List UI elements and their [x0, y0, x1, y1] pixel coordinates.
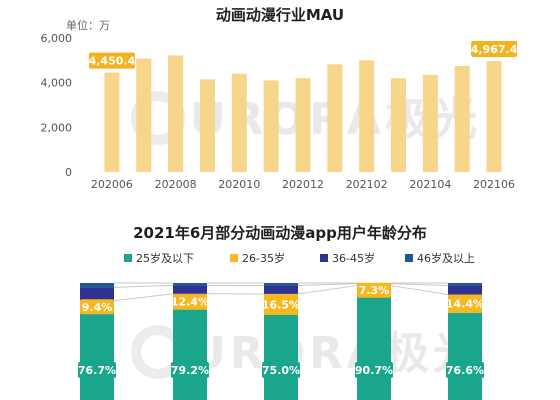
- legend-swatch: [124, 254, 132, 262]
- mau-bar-202102: [359, 60, 375, 173]
- x-tick-label: 202008: [155, 178, 197, 191]
- age-label-text: 76.7%: [78, 364, 116, 377]
- mau-bar-202011: [263, 80, 279, 172]
- age-bar-segment-2-1: [173, 309, 207, 400]
- age-label-box: [173, 294, 207, 310]
- chart2-title: 2021年6月部分动画动漫app用户年龄分布: [133, 224, 427, 242]
- age-label-text: 14.4%: [446, 298, 484, 311]
- age-label-box: [448, 296, 482, 312]
- legend-item: 36-45岁: [332, 251, 375, 265]
- age-bar-segment-4-1: [357, 294, 391, 400]
- connector-line: [297, 283, 358, 287]
- mau-bar-202106: [486, 61, 502, 172]
- age-label-26-35: 16.5%: [262, 296, 300, 312]
- data-label-box: [471, 41, 518, 58]
- legend-item: 25岁及以下: [136, 251, 194, 265]
- age-label-26-35: 14.4%: [446, 296, 484, 312]
- age-distribution-chart: 2021年6月部分动画动漫app用户年龄分布 25岁及以下 26-35岁 36-45…: [78, 224, 484, 400]
- connector-line: [113, 284, 174, 288]
- legend-swatch: [230, 254, 238, 262]
- age-label-box: [264, 296, 298, 312]
- age-bar-segment-1-4: [80, 283, 114, 288]
- age-label-26-35: 12.4%: [171, 294, 209, 310]
- age-label-25-under: 76.7%: [78, 362, 116, 378]
- age-bar-segment-5-1: [448, 312, 482, 400]
- age-label-box: [80, 299, 114, 315]
- age-bar-segment-2-4: [173, 283, 207, 286]
- y-tick-label: 6,000: [41, 32, 73, 45]
- age-label-26-35: 9.4%: [80, 299, 114, 315]
- age-label-25-under: 76.6%: [446, 362, 484, 378]
- x-tick-label: 202006: [91, 178, 133, 191]
- age-label-text: 7.3%: [359, 284, 390, 297]
- mau-bar-202012: [295, 78, 311, 172]
- age-label-25-under: 79.2%: [171, 362, 209, 378]
- age-bar-segment-3-3: [264, 285, 298, 294]
- mau-bar-chart: 动画动漫行业MAU 单位：万 0 2,000 4,000 6,000 202006 20…: [41, 6, 518, 191]
- legend-swatch: [320, 254, 328, 262]
- mau-bar-202105: [454, 65, 470, 172]
- x-tick-label: 202012: [282, 178, 324, 191]
- connector-line: [390, 285, 449, 296]
- data-label-202106: 4,967.4: [471, 41, 518, 58]
- age-bar-segment-3-1: [264, 315, 298, 400]
- legend-item: 26-35岁: [242, 251, 285, 265]
- connector-line: [390, 283, 449, 287]
- mau-bar-202008: [168, 55, 184, 172]
- age-bar-segment-3-4: [264, 283, 298, 286]
- data-label-text: 4,450.4: [89, 55, 136, 68]
- age-label-text: 12.4%: [171, 296, 209, 309]
- watermark-text-bottom: URORA极光: [190, 328, 481, 379]
- age-bar-segment-1-1: [80, 312, 114, 400]
- data-label-text: 4,967.4: [471, 43, 518, 56]
- age-label-text: 75.0%: [262, 364, 300, 377]
- age-label-box: [78, 362, 116, 378]
- mau-bar-202104: [422, 74, 438, 172]
- age-label-text: 9.4%: [82, 301, 113, 314]
- mau-bar-202006: [104, 72, 120, 172]
- mau-bar-202009: [199, 79, 215, 172]
- age-bar-segment-5-4: [448, 283, 482, 286]
- y-tick-label: 4,000: [41, 77, 73, 90]
- age-label-25-under: 90.7%: [355, 362, 393, 378]
- mau-bar-202010: [231, 73, 247, 172]
- y-tick-label: 2,000: [41, 121, 73, 134]
- data-label-202006: 4,450.4: [88, 52, 136, 69]
- age-bar-segment-1-3: [80, 287, 114, 301]
- age-label-box: [262, 362, 300, 378]
- connector-line: [113, 293, 174, 302]
- x-tick-label: 202106: [473, 178, 515, 191]
- chart1-unit-label: 单位：万: [66, 18, 110, 32]
- legend-swatch: [405, 254, 413, 262]
- chart1-title: 动画动漫行业MAU: [216, 6, 344, 24]
- legend-item: 46岁及以上: [417, 251, 475, 265]
- age-label-26-35: 7.3%: [357, 282, 391, 298]
- age-label-text: 79.2%: [171, 364, 209, 377]
- x-tick-label: 202102: [346, 178, 388, 191]
- x-tick-label: 202104: [409, 178, 451, 191]
- age-label-box: [171, 362, 209, 378]
- age-bar-segment-2-3: [173, 285, 207, 294]
- age-label-25-under: 75.0%: [262, 362, 300, 378]
- data-label-box: [88, 52, 135, 69]
- x-tick-label: 202010: [218, 178, 260, 191]
- age-label-text: 90.7%: [355, 364, 393, 377]
- age-bar-segment-5-3: [448, 285, 482, 295]
- age-label-box: [446, 362, 484, 378]
- age-label-text: 16.5%: [262, 298, 300, 311]
- age-label-box: [357, 282, 391, 298]
- age-label-box: [355, 362, 393, 378]
- mau-bar-202101: [327, 64, 343, 172]
- age-label-text: 76.6%: [446, 364, 484, 377]
- mau-bar-202007: [136, 58, 152, 173]
- watermark-logo-bottom: URORA极光: [131, 325, 481, 379]
- y-tick-label: 0: [65, 166, 72, 179]
- connector-line: [297, 285, 358, 295]
- mau-bar-202103: [391, 78, 407, 172]
